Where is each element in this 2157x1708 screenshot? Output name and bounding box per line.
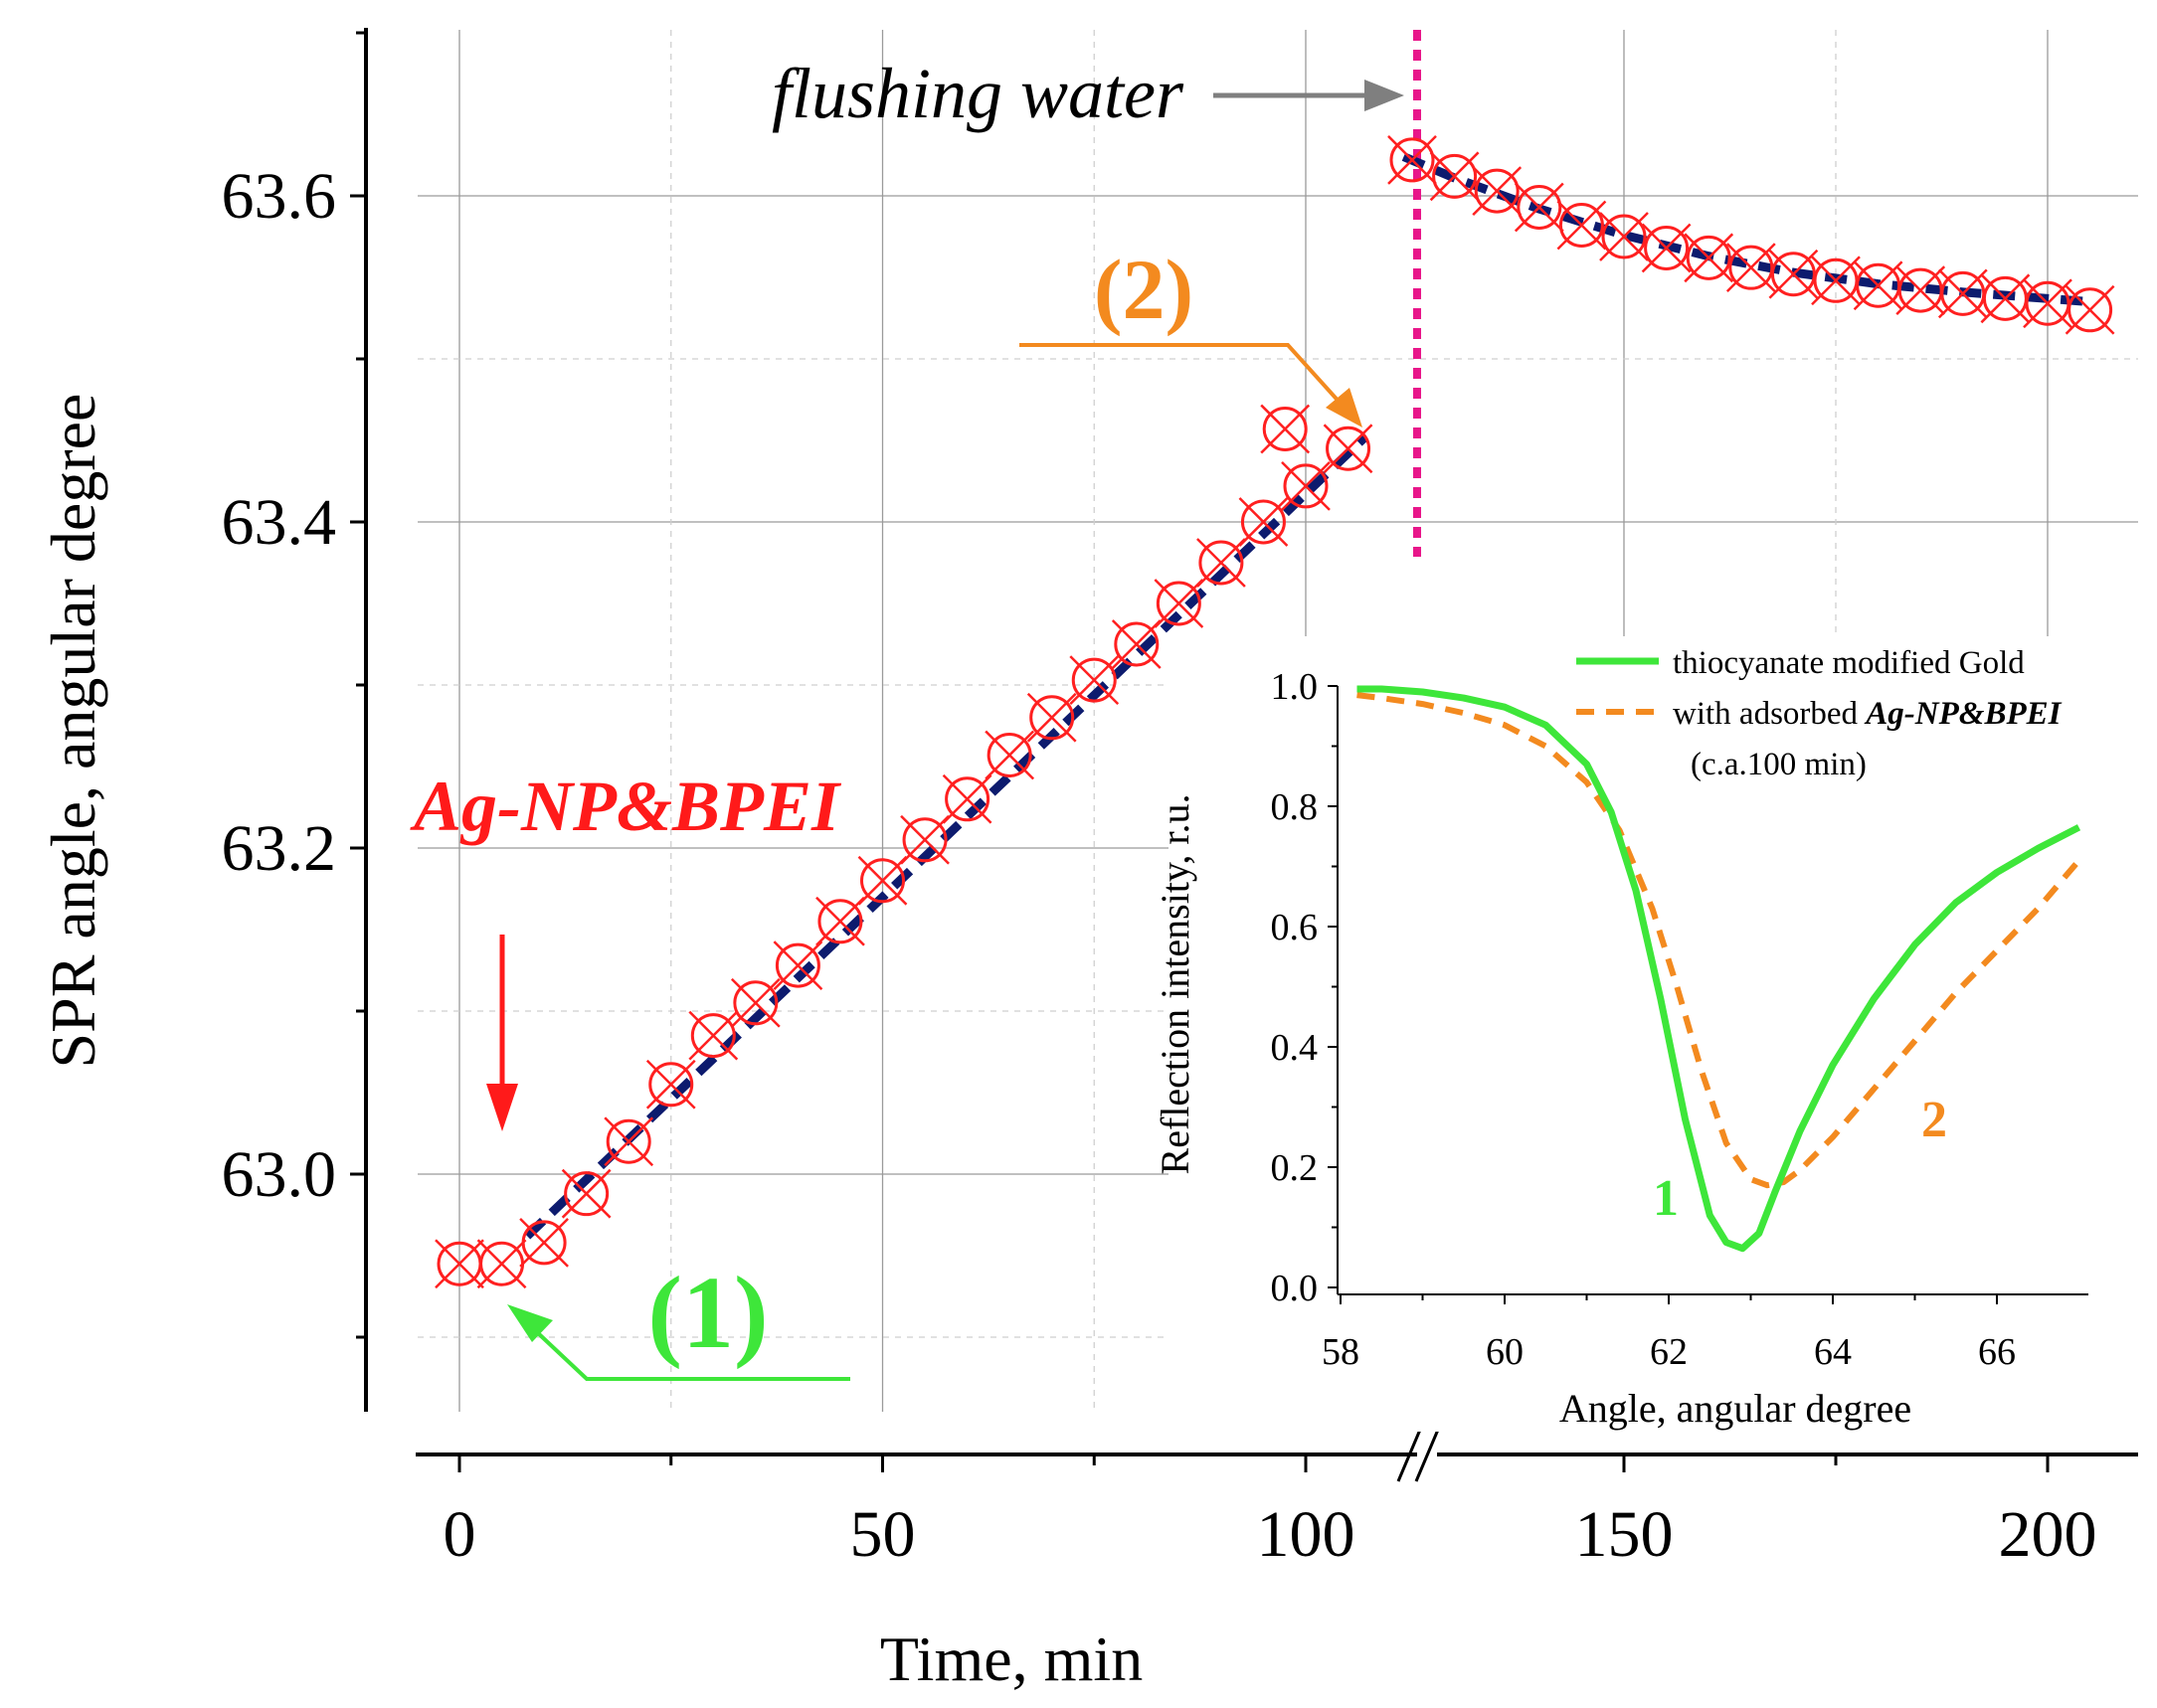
arrowhead-2: [1326, 388, 1362, 427]
data-point: [1556, 200, 1607, 251]
ag-arrowhead: [486, 1084, 518, 1131]
inset-y-tick-label: 0.4: [1271, 1027, 1319, 1069]
data-point: [1260, 404, 1311, 454]
x-tick-label: 0: [444, 1498, 476, 1571]
data-point: [1980, 273, 2031, 324]
axis-break-mark: [1396, 1429, 1422, 1482]
inset-x-tick-label: 62: [1650, 1331, 1688, 1373]
arrow-2: [1019, 343, 1345, 408]
inset-y-axis-title: Reflection intensity, r.u.: [1153, 794, 1197, 1175]
annotation-2: (2): [1019, 242, 1362, 427]
annotation-1: (1): [507, 1256, 850, 1381]
legend-label-1: thiocyanate modified Gold: [1673, 645, 2025, 681]
axis-break-mark: [1414, 1429, 1440, 1482]
data-point: [1514, 182, 1564, 233]
inset-x-tick-label: 66: [1978, 1331, 2016, 1373]
data-point: [1472, 166, 1523, 216]
data-point: [1238, 497, 1289, 547]
arrowhead-1: [507, 1304, 553, 1342]
data-point: [1811, 256, 1861, 306]
data-point: [1429, 151, 1480, 202]
legend-label-2-bold: Ag-NP&BPEI: [1864, 696, 2062, 732]
inset-curve-label-1: 1: [1653, 1170, 1679, 1227]
y-tick-label: 63.0: [222, 1138, 337, 1211]
x-tick-label: 200: [1999, 1498, 2097, 1571]
data-point: [1196, 538, 1246, 588]
fit-line: [1401, 152, 2090, 307]
x-tick-label: 150: [1575, 1498, 1674, 1571]
data-markers: [435, 135, 2115, 1289]
data-point: [2023, 278, 2072, 329]
y-tick-label: 63.2: [222, 812, 337, 885]
data-point: [476, 1239, 527, 1289]
inset-y-tick-label: 1.0: [1271, 666, 1319, 708]
annotation-ag: Ag-NP&BPEI: [410, 767, 842, 1131]
data-point: [1725, 243, 1776, 293]
data-point: [1026, 692, 1077, 743]
data-point: [1684, 233, 1734, 283]
x-tick-label: 100: [1257, 1498, 1355, 1571]
y-tick-label: 63.4: [222, 486, 337, 559]
inset-curves: [1356, 685, 2081, 1253]
inset-x-axis-title: Angle, angular degree: [1559, 1386, 1911, 1431]
flushing-arrowhead: [1364, 80, 1404, 111]
inset-x-tick-label: 58: [1322, 1331, 1359, 1373]
data-point: [942, 773, 992, 824]
data-point: [730, 977, 781, 1028]
legend-label-2: with adsorbed Ag-NP&BPEI: [1673, 696, 2063, 732]
main-x-axis: [416, 1429, 2138, 1482]
data-point: [773, 940, 823, 990]
inset-curve-2: [1356, 692, 2081, 1189]
data-point: [1154, 579, 1204, 628]
label-2: (2): [1094, 242, 1193, 337]
legend-note: (c.a.100 min): [1691, 747, 1867, 782]
y-tick-label: 63.6: [222, 160, 337, 233]
inset-y-tick-label: 0.2: [1271, 1147, 1319, 1189]
data-point: [688, 1010, 739, 1061]
main-x-axis-title: Time, min: [880, 1623, 1143, 1694]
data-point: [1281, 461, 1331, 511]
data-point: [1387, 135, 1437, 185]
data-point: [815, 896, 865, 946]
data-point: [1768, 249, 1819, 299]
data-point: [2065, 284, 2115, 335]
inset-y-tick-label: 0.6: [1271, 907, 1319, 948]
inset-y-tick-label: 0.0: [1271, 1268, 1319, 1309]
inset-background: [1168, 636, 2148, 1432]
data-point: [604, 1116, 654, 1167]
data-point: [900, 814, 950, 865]
main-y-ticks: 63.0 63.2 63.4 63.6: [222, 31, 366, 1339]
legend-label-2-text: with adsorbed: [1673, 696, 1866, 732]
inset-x-tick-label: 60: [1486, 1331, 1524, 1373]
main-y-axis-title: SPR angle, angular degree: [38, 394, 108, 1069]
label-1: (1): [647, 1256, 768, 1370]
data-point: [1323, 424, 1373, 474]
inset-legend: thiocyanate modified Gold with adsorbed …: [1576, 645, 2063, 782]
data-point: [857, 855, 908, 906]
flushing-label: flushing water: [772, 54, 1184, 133]
inset-curve-label-2: 2: [1921, 1092, 1947, 1148]
inset-ticks: 0.0 0.2 0.4 0.6 0.8 1.0 58 60 62 64 66: [1271, 666, 2017, 1373]
x-tick-label: 50: [850, 1498, 916, 1571]
main-x-ticks: 0 50 100 150 200: [444, 1454, 2097, 1571]
data-point: [519, 1217, 569, 1268]
annotation-flushing: flushing water: [772, 54, 1404, 133]
data-point: [561, 1168, 612, 1219]
data-point: [1111, 619, 1162, 669]
data-point: [1599, 212, 1649, 261]
inset-chart: 0.0 0.2 0.4 0.6 0.8 1.0 58 60 62 64 66 Reflection …: [1153, 636, 2148, 1432]
data-point: [1069, 655, 1120, 705]
inset-y-tick-label: 0.8: [1271, 786, 1319, 828]
arrow-1: [535, 1330, 850, 1381]
data-point: [1641, 223, 1692, 273]
ag-label: Ag-NP&BPEI: [410, 767, 842, 846]
data-point: [645, 1059, 696, 1110]
data-point: [985, 730, 1035, 780]
inset-curve-1: [1356, 685, 2081, 1253]
inset-x-tick-label: 64: [1814, 1331, 1852, 1373]
